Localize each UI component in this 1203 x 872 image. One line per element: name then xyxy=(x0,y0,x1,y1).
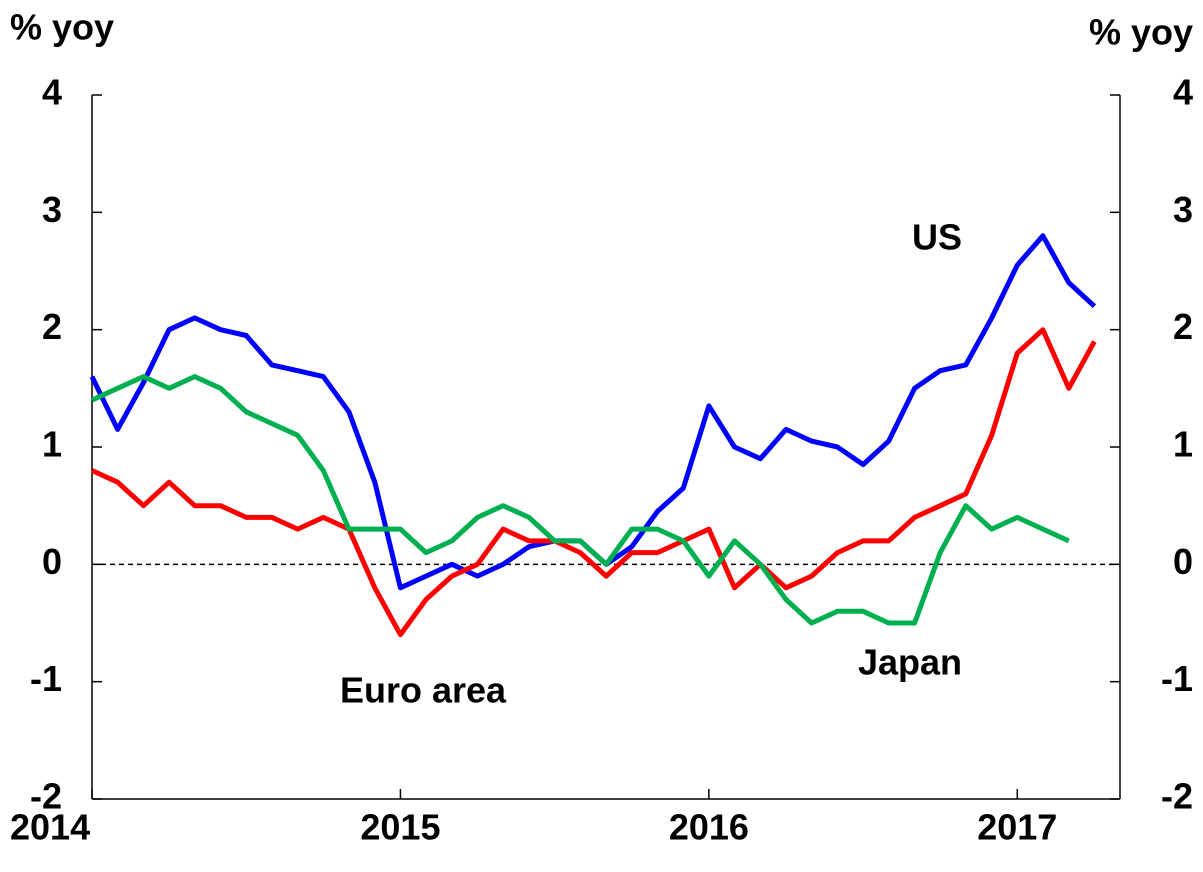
line-series xyxy=(90,327,1097,638)
y2-axis-label: % yoy xyxy=(1089,12,1193,53)
y-tick-label: 1 xyxy=(42,424,62,465)
y-tick-label: -1 xyxy=(30,658,62,699)
y2-tick-label: 2 xyxy=(1173,306,1193,347)
x-tick-label: 2017 xyxy=(977,807,1057,848)
y2-tick-label: 3 xyxy=(1173,189,1193,230)
y-axis-label: % yoy xyxy=(10,7,114,48)
series-label: US xyxy=(912,217,962,258)
line-series xyxy=(89,233,1097,591)
y2-tick-label: 0 xyxy=(1173,541,1193,582)
y2-tick-label: 1 xyxy=(1173,424,1193,465)
y2-tick-label: 4 xyxy=(1173,72,1193,113)
series-label: Japan xyxy=(858,642,962,683)
y-tick-label: 0 xyxy=(42,541,62,582)
x-tick-label: 2016 xyxy=(669,807,749,848)
series-label: Euro area xyxy=(340,670,507,711)
y-tick-label: -2 xyxy=(30,776,62,817)
line-series xyxy=(90,374,1070,626)
y-tick-label: 3 xyxy=(42,189,62,230)
y-tick-label: 4 xyxy=(42,72,62,113)
y2-tick-label: -1 xyxy=(1161,658,1193,699)
y2-tick-label: -2 xyxy=(1161,776,1193,817)
y-tick-label: 2 xyxy=(42,306,62,347)
x-tick-label: 2014 xyxy=(10,807,90,848)
x-tick-label: 2015 xyxy=(360,807,440,848)
